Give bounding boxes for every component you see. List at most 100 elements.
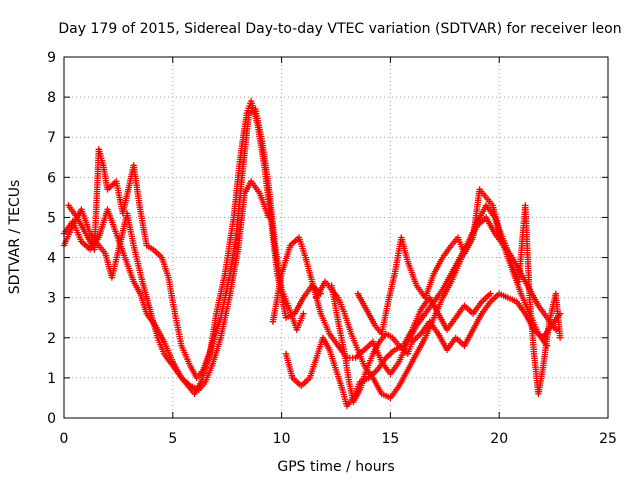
data-point-trail	[541, 324, 554, 339]
data-point-trail	[267, 216, 281, 275]
data-point-trail	[106, 179, 118, 191]
data-point-trail	[148, 312, 161, 339]
data-point-trail	[385, 331, 394, 340]
data-point-trail	[440, 280, 454, 299]
data-point-trail	[155, 336, 167, 355]
x-tick-label: 15	[381, 431, 399, 447]
series-trace-d	[269, 214, 559, 378]
data-point-trail	[165, 276, 178, 315]
data-point-trail	[279, 244, 293, 275]
x-tick-label: 5	[168, 431, 177, 447]
data-point-trail	[514, 300, 528, 315]
y-tick-label: 5	[47, 210, 56, 226]
data-point-trail	[449, 236, 460, 247]
data-point-trail	[391, 336, 401, 347]
y-tick-label: 3	[47, 291, 56, 307]
data-point-trail	[379, 300, 391, 335]
data-point-trail	[294, 312, 306, 331]
data-point-trail	[341, 353, 352, 383]
data-point-trail	[279, 288, 291, 307]
data-point-trail	[307, 356, 319, 379]
data-point-trail	[66, 204, 79, 219]
data-point-trail	[349, 332, 360, 351]
data-point-trail	[299, 376, 312, 388]
data-point-trail	[440, 272, 454, 291]
data-point-trail	[105, 208, 119, 235]
y-tick-label: 6	[47, 170, 56, 186]
x-axis: 0 5 10 15 20 25	[60, 57, 617, 447]
data-point-trail	[346, 354, 356, 361]
y-tick-label: 1	[47, 371, 56, 387]
series-trace-c	[65, 105, 307, 382]
y-tick-label: 8	[47, 90, 56, 106]
data-point-trail	[91, 148, 102, 251]
data-point-trail	[370, 376, 384, 396]
y-tick-label: 7	[47, 130, 56, 146]
data-point-trail	[378, 332, 388, 343]
data-point-trail	[484, 216, 497, 235]
data-point-trail	[397, 368, 410, 388]
data-point-trail	[186, 384, 197, 396]
data-point-trail	[470, 188, 483, 239]
data-point-trail	[526, 296, 537, 355]
data-point-trail	[536, 304, 549, 319]
data-point-trail	[355, 292, 369, 311]
data-point-trail	[209, 336, 224, 367]
plot-frame	[63, 56, 609, 419]
data-point-trail	[292, 296, 306, 315]
data-point-trail	[498, 291, 509, 300]
y-axis-label: SDTVAR / TECUs	[7, 180, 23, 295]
data-point-trail	[471, 312, 484, 331]
y-tick-label: 0	[47, 411, 56, 427]
data-point-trail	[440, 244, 454, 259]
data-point-trail	[171, 364, 184, 380]
data-point-trail	[484, 204, 497, 219]
data-point-trail	[364, 308, 378, 327]
data-point-trail	[318, 312, 332, 335]
data-point-trail	[218, 296, 233, 339]
data-point-trail	[232, 172, 246, 239]
data-point-trail	[122, 256, 136, 283]
data-point-trail	[151, 247, 164, 260]
series-trace-h	[328, 282, 564, 406]
data-point-trail	[284, 311, 296, 320]
data-point	[552, 326, 559, 333]
data-point-trail	[109, 240, 124, 279]
y-tick-label: 9	[47, 50, 56, 66]
data-point-trail	[409, 308, 424, 331]
data-point-trail	[291, 376, 303, 388]
data-point-trail	[509, 268, 524, 295]
data-point-trail	[270, 272, 285, 323]
x-tick-label: 10	[273, 431, 291, 447]
data-point-trail	[522, 204, 533, 299]
data-point-trail	[462, 328, 476, 347]
data-point-trail	[427, 320, 440, 335]
data-point-trail	[431, 256, 445, 275]
data-point	[556, 334, 564, 341]
data-point	[300, 310, 307, 317]
data-point-trail	[380, 391, 392, 401]
data-point-trail	[549, 312, 562, 327]
data-point-trail	[431, 296, 445, 319]
data-point-trail	[235, 192, 248, 251]
data-point-trail	[496, 228, 508, 247]
data-point-trail	[61, 224, 75, 247]
data-point-trail	[523, 312, 537, 331]
data-point	[487, 290, 494, 297]
data-point-trail	[462, 236, 476, 255]
data-point-trail	[247, 107, 257, 115]
data-point-trail	[489, 292, 501, 304]
data-point-trail	[373, 324, 384, 335]
data-point-trail	[96, 148, 106, 167]
data-point-trail	[405, 352, 419, 372]
data-point-trail	[97, 244, 107, 255]
data-point-trail	[357, 368, 369, 391]
data-point-trail	[355, 348, 367, 367]
data-point-trail	[449, 260, 463, 283]
data-point-trail	[200, 344, 215, 371]
data-point-trail	[397, 344, 410, 356]
data-point-trail	[285, 304, 300, 331]
data-point-trail	[74, 216, 88, 235]
data-point-trail	[328, 284, 341, 323]
data-point-trail	[161, 340, 175, 363]
